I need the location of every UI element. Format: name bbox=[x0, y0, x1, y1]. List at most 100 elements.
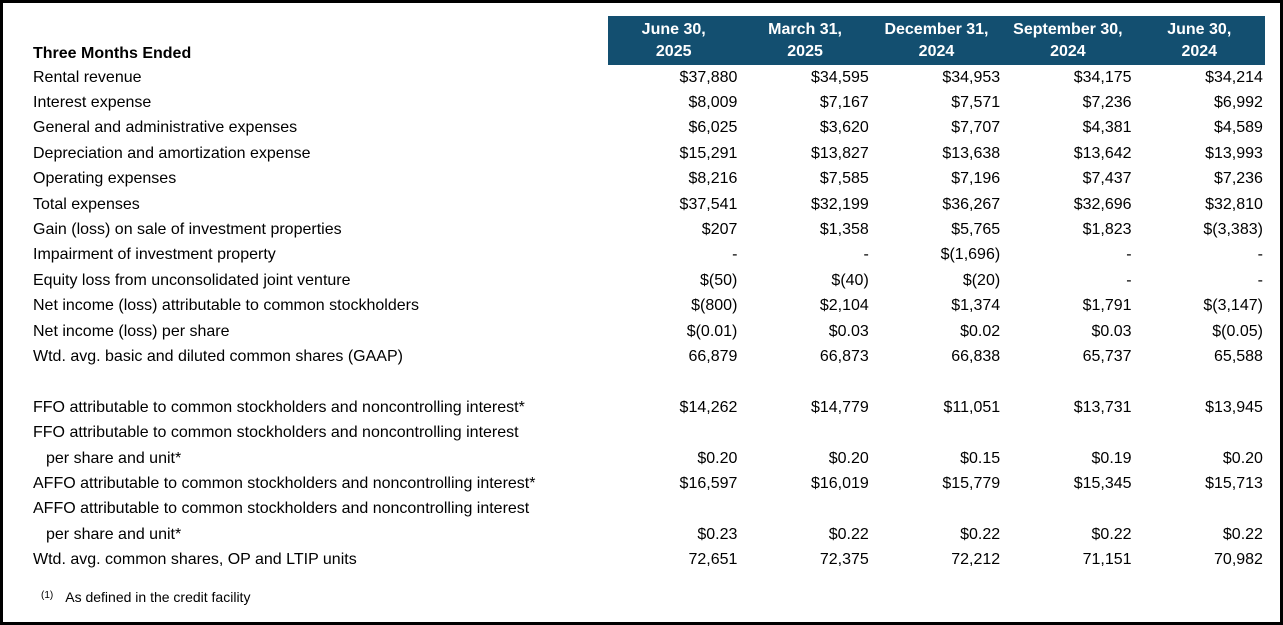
cell-value bbox=[608, 370, 739, 395]
cell-value: $37,541 bbox=[679, 195, 738, 213]
cell-value: $7,167 bbox=[819, 94, 869, 112]
table-row: Total expenses $37,541 $32,199 $36,267 $32,6… bbox=[3, 192, 1280, 217]
row-label: AFFO attributable to common stockholders… bbox=[33, 474, 536, 492]
cell-value: $7,437 bbox=[1082, 170, 1132, 188]
table-title: Three Months Ended bbox=[3, 16, 608, 65]
cell-value: $13,642 bbox=[1073, 144, 1132, 162]
cell-value: $11,051 bbox=[943, 398, 1001, 416]
cell-value: $13,945 bbox=[1205, 398, 1263, 416]
column-header: December 31, 2024 bbox=[870, 16, 1003, 65]
column-header: March 31, 2025 bbox=[739, 16, 871, 65]
cell-value: $14,779 bbox=[810, 398, 869, 416]
table-row: FFO attributable to common stockholders … bbox=[3, 420, 1280, 445]
cell-value: $(3,383) bbox=[1203, 221, 1263, 239]
row-label: per share and unit* bbox=[46, 449, 182, 467]
table-row: Interest expense $8,009 $7,167 $7,571 $7,236… bbox=[3, 90, 1280, 115]
table-row: Depreciation and amortization expense $15… bbox=[3, 141, 1280, 166]
cell-value: $32,199 bbox=[810, 195, 869, 213]
row-label: General and administrative expenses bbox=[33, 119, 298, 137]
cell-value: 71,151 bbox=[1082, 551, 1132, 569]
table-row: per share and unit* $0.23 $0.22 $0.22 $0.22 $… bbox=[3, 522, 1280, 547]
cell-value: $7,585 bbox=[819, 170, 869, 188]
row-label: Interest expense bbox=[33, 94, 152, 112]
cell-value: $32,696 bbox=[1073, 195, 1132, 213]
cell-value: $13,993 bbox=[1205, 144, 1263, 162]
cell-value: $37,880 bbox=[679, 68, 738, 86]
column-header: June 30, 2025 bbox=[608, 16, 740, 65]
cell-value bbox=[1002, 497, 1133, 522]
table-row: AFFO attributable to common stockholders… bbox=[3, 497, 1280, 522]
cell-value: $7,571 bbox=[951, 94, 1001, 112]
column-header-date: June 30, bbox=[641, 20, 706, 38]
cell-value: $0.23 bbox=[697, 525, 738, 543]
table-header-row: Three Months Ended June 30, 2025 March 31,… bbox=[3, 16, 1280, 65]
cell-value: 65,737 bbox=[1082, 347, 1132, 365]
footnote-text: As defined in the credit facility bbox=[65, 588, 251, 605]
cell-value: $0.22 bbox=[960, 525, 1001, 543]
cell-value: $0.22 bbox=[1222, 525, 1263, 543]
cell-value: $6,992 bbox=[1214, 94, 1263, 112]
cell-value bbox=[1134, 420, 1265, 445]
column-header-year: 2024 bbox=[918, 42, 955, 60]
cell-value: $15,713 bbox=[1205, 474, 1263, 492]
cell-value bbox=[871, 370, 1002, 395]
cell-value: 72,375 bbox=[819, 551, 869, 569]
row-label: per share and unit* bbox=[46, 525, 182, 543]
cell-value: $(1,696) bbox=[940, 246, 1001, 264]
cell-value: $7,707 bbox=[951, 119, 1001, 137]
row-label bbox=[3, 370, 608, 395]
cell-value: $36,267 bbox=[942, 195, 1001, 213]
cell-value: $7,236 bbox=[1214, 170, 1263, 188]
table-row: General and administrative expenses $6,02… bbox=[3, 116, 1280, 141]
cell-value: $0.15 bbox=[960, 449, 1001, 467]
row-label: Depreciation and amortization expense bbox=[33, 144, 311, 162]
row-label: Wtd. avg. basic and diluted common share… bbox=[33, 347, 403, 365]
row-label: Net income (loss) attributable to common… bbox=[33, 297, 419, 315]
row-label: Impairment of investment property bbox=[33, 246, 276, 264]
cell-value: $34,953 bbox=[942, 68, 1001, 86]
cell-value bbox=[1002, 370, 1133, 395]
row-label: Gain (loss) on sale of investment proper… bbox=[33, 221, 342, 239]
cell-value: $34,214 bbox=[1205, 68, 1263, 86]
cell-value: $(0.05) bbox=[1212, 322, 1263, 340]
table-row: Net income (loss) per share $(0.01) $0.03 $… bbox=[3, 319, 1280, 344]
table-row: Impairment of investment property - - $(1,6… bbox=[3, 243, 1280, 268]
column-header: September 30, 2024 bbox=[1002, 16, 1134, 65]
cell-value: $15,345 bbox=[1073, 474, 1132, 492]
cell-value: - bbox=[1257, 271, 1263, 289]
cell-value: - bbox=[1126, 271, 1132, 289]
column-header-year: 2025 bbox=[787, 42, 823, 60]
cell-value: $16,019 bbox=[810, 474, 869, 492]
cell-value bbox=[608, 420, 739, 445]
table-row: per share and unit* $0.20 $0.20 $0.15 $0.19 $… bbox=[3, 446, 1280, 471]
column-header-date: June 30, bbox=[1167, 20, 1232, 38]
row-label: AFFO attributable to common stockholders… bbox=[33, 500, 530, 518]
column-header-date: December 31, bbox=[884, 20, 989, 38]
table-body: Rental revenue $37,880 $34,595 $34,953 $34,1… bbox=[3, 65, 1280, 573]
cell-value: $5,765 bbox=[951, 221, 1001, 239]
cell-value: $1,823 bbox=[1082, 221, 1132, 239]
cell-value: $1,358 bbox=[819, 221, 869, 239]
row-label: FFO attributable to common stockholders … bbox=[33, 424, 519, 442]
table-row: Operating expenses $8,216 $7,585 $7,196 $7,4… bbox=[3, 167, 1280, 192]
cell-value: $8,216 bbox=[688, 170, 738, 188]
cell-value: 70,982 bbox=[1214, 551, 1263, 569]
row-label: Equity loss from unconsolidated joint ve… bbox=[33, 271, 351, 289]
cell-value: - bbox=[1257, 246, 1263, 264]
row-label: Total expenses bbox=[33, 195, 140, 213]
cell-value: $0.03 bbox=[1091, 322, 1132, 340]
table-title-text: Three Months Ended bbox=[33, 45, 192, 62]
cell-value: $15,291 bbox=[679, 144, 738, 162]
table-row: Gain (loss) on sale of investment proper… bbox=[3, 217, 1280, 242]
cell-value: $0.20 bbox=[828, 449, 869, 467]
cell-value bbox=[1134, 370, 1265, 395]
cell-value: $3,620 bbox=[819, 119, 869, 137]
quarterly-financials-table: Three Months Ended June 30, 2025 March 31,… bbox=[3, 3, 1280, 605]
cell-value: $4,381 bbox=[1082, 119, 1132, 137]
cell-value: 66,879 bbox=[688, 347, 738, 365]
cell-value: 66,873 bbox=[819, 347, 869, 365]
row-label: Rental revenue bbox=[33, 68, 142, 86]
cell-value bbox=[1134, 497, 1265, 522]
cell-value: $(800) bbox=[691, 297, 738, 315]
cell-value: 72,212 bbox=[951, 551, 1001, 569]
